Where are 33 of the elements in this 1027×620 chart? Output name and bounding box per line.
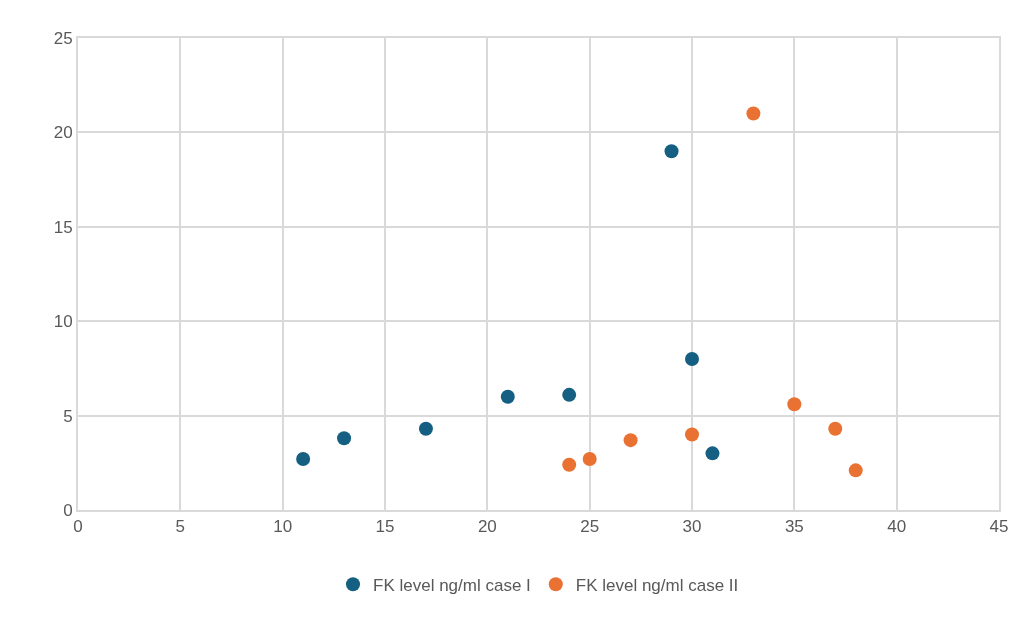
point bbox=[500, 389, 515, 404]
point bbox=[337, 431, 352, 446]
legend-label: FK level ng/ml case I bbox=[373, 575, 531, 595]
point bbox=[705, 446, 720, 461]
point bbox=[746, 106, 761, 121]
x-tick-label: 40 bbox=[887, 517, 907, 537]
point bbox=[848, 463, 863, 478]
x-tick-label: 10 bbox=[273, 517, 293, 537]
x-tick-label: 25 bbox=[580, 517, 600, 537]
point bbox=[787, 397, 802, 412]
y-tick-label: 15 bbox=[53, 217, 73, 237]
y-tick-label: 10 bbox=[53, 312, 73, 332]
point bbox=[664, 144, 679, 159]
x-tick-label: 35 bbox=[784, 517, 804, 537]
x-tick-label: 45 bbox=[989, 517, 1009, 537]
point bbox=[418, 421, 433, 436]
point bbox=[623, 433, 638, 448]
legend-label: FK level ng/ml case II bbox=[575, 575, 739, 595]
y-tick-label: 25 bbox=[53, 28, 73, 48]
x-tick-label: 15 bbox=[375, 517, 395, 537]
point bbox=[296, 452, 311, 467]
point bbox=[582, 452, 597, 467]
point bbox=[828, 421, 843, 436]
point bbox=[685, 427, 699, 442]
x-tick-label: 5 bbox=[175, 517, 186, 537]
point bbox=[685, 351, 699, 366]
y-tick-label: 5 bbox=[63, 406, 73, 426]
x-tick-label: 30 bbox=[682, 517, 702, 537]
x-tick-label: 20 bbox=[477, 517, 497, 537]
y-tick-label: 20 bbox=[53, 123, 73, 143]
point bbox=[562, 387, 577, 402]
point bbox=[562, 457, 577, 472]
y-tick-label: 0 bbox=[63, 500, 73, 520]
